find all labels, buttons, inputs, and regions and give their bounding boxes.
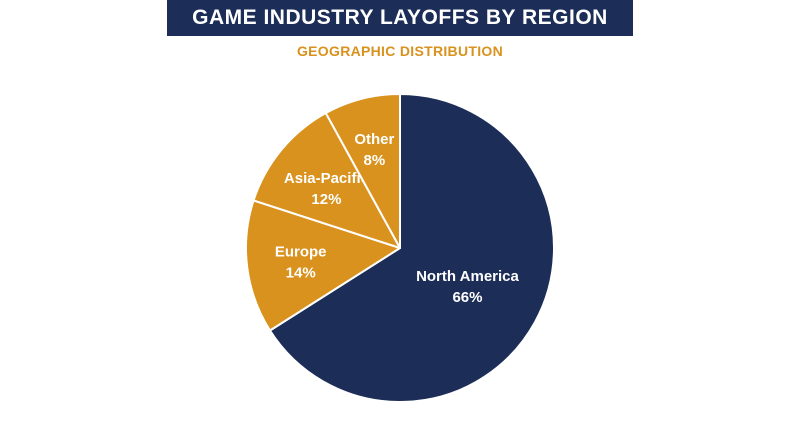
chart-title: GAME INDUSTRY LAYOFFS BY REGION <box>192 6 608 29</box>
slice-label-north-america: North America <box>416 268 519 285</box>
slice-label-other: Other <box>354 131 394 148</box>
slice-value-north-america: 66% <box>452 289 482 306</box>
slice-value-other: 8% <box>363 152 385 169</box>
slice-value-europe: 14% <box>286 265 316 282</box>
chart-title-bar: GAME INDUSTRY LAYOFFS BY REGION <box>167 0 633 36</box>
pie-slice-europe <box>245 199 401 332</box>
pie-slice-other <box>324 93 401 249</box>
slice-label-asia-pacific: Asia-Pacific <box>284 170 369 187</box>
slice-label-europe: Europe <box>275 244 327 261</box>
chart-subtitle: GEOGRAPHIC DISTRIBUTION <box>296 43 504 59</box>
pie-slice-north-america <box>268 93 555 403</box>
pie-slice-asia-pacific <box>252 112 401 249</box>
slice-value-asia-pacific: 12% <box>311 191 341 208</box>
